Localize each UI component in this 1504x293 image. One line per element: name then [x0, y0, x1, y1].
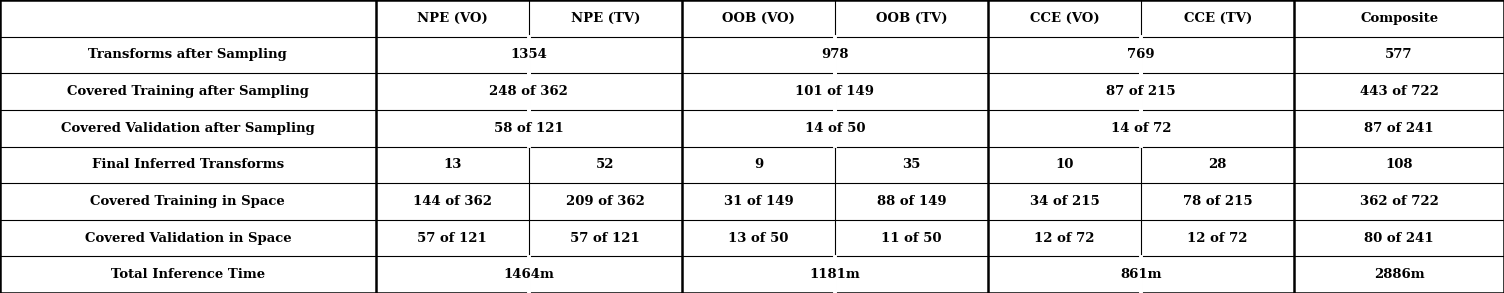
Text: Composite: Composite: [1360, 12, 1438, 25]
Text: 10: 10: [1056, 158, 1074, 171]
Text: 1464m: 1464m: [504, 268, 553, 281]
Text: 13 of 50: 13 of 50: [728, 231, 788, 245]
Text: 57 of 121: 57 of 121: [417, 231, 487, 245]
Text: 1181m: 1181m: [809, 268, 860, 281]
Text: 978: 978: [821, 48, 848, 62]
Text: 14 of 50: 14 of 50: [805, 122, 865, 135]
Text: 248 of 362: 248 of 362: [489, 85, 569, 98]
Text: OOB (VO): OOB (VO): [722, 12, 794, 25]
Text: Covered Validation in Space: Covered Validation in Space: [84, 231, 292, 245]
Text: 31 of 149: 31 of 149: [723, 195, 793, 208]
Text: 2886m: 2886m: [1373, 268, 1424, 281]
Text: 57 of 121: 57 of 121: [570, 231, 641, 245]
Text: 34 of 215: 34 of 215: [1030, 195, 1099, 208]
Text: 28: 28: [1209, 158, 1227, 171]
Text: Final Inferred Transforms: Final Inferred Transforms: [92, 158, 284, 171]
Text: 12 of 72: 12 of 72: [1188, 231, 1248, 245]
Text: Total Inference Time: Total Inference Time: [111, 268, 265, 281]
Text: NPE (VO): NPE (VO): [417, 12, 487, 25]
Text: 12 of 72: 12 of 72: [1035, 231, 1095, 245]
Text: 87 of 241: 87 of 241: [1364, 122, 1433, 135]
Text: Covered Training in Space: Covered Training in Space: [90, 195, 286, 208]
Text: 362 of 722: 362 of 722: [1360, 195, 1438, 208]
Text: 88 of 149: 88 of 149: [877, 195, 946, 208]
Text: 577: 577: [1385, 48, 1412, 62]
Text: Covered Validation after Sampling: Covered Validation after Sampling: [62, 122, 314, 135]
Text: 861m: 861m: [1120, 268, 1163, 281]
Text: CCE (TV): CCE (TV): [1184, 12, 1251, 25]
Text: 144 of 362: 144 of 362: [412, 195, 492, 208]
Text: 80 of 241: 80 of 241: [1364, 231, 1433, 245]
Text: Transforms after Sampling: Transforms after Sampling: [89, 48, 287, 62]
Text: 101 of 149: 101 of 149: [796, 85, 874, 98]
Text: 14 of 72: 14 of 72: [1111, 122, 1172, 135]
Text: Covered Training after Sampling: Covered Training after Sampling: [66, 85, 308, 98]
Text: 11 of 50: 11 of 50: [881, 231, 942, 245]
Text: 769: 769: [1128, 48, 1155, 62]
Text: NPE (TV): NPE (TV): [570, 12, 641, 25]
Text: 443 of 722: 443 of 722: [1360, 85, 1438, 98]
Text: 209 of 362: 209 of 362: [566, 195, 645, 208]
Text: 52: 52: [596, 158, 615, 171]
Text: 13: 13: [444, 158, 462, 171]
Text: 87 of 215: 87 of 215: [1107, 85, 1176, 98]
Text: 78 of 215: 78 of 215: [1182, 195, 1253, 208]
Text: 9: 9: [754, 158, 763, 171]
Text: 108: 108: [1385, 158, 1412, 171]
Text: 35: 35: [902, 158, 920, 171]
Text: 1354: 1354: [510, 48, 547, 62]
Text: OOB (TV): OOB (TV): [875, 12, 948, 25]
Text: CCE (VO): CCE (VO): [1030, 12, 1099, 25]
Text: 58 of 121: 58 of 121: [493, 122, 564, 135]
